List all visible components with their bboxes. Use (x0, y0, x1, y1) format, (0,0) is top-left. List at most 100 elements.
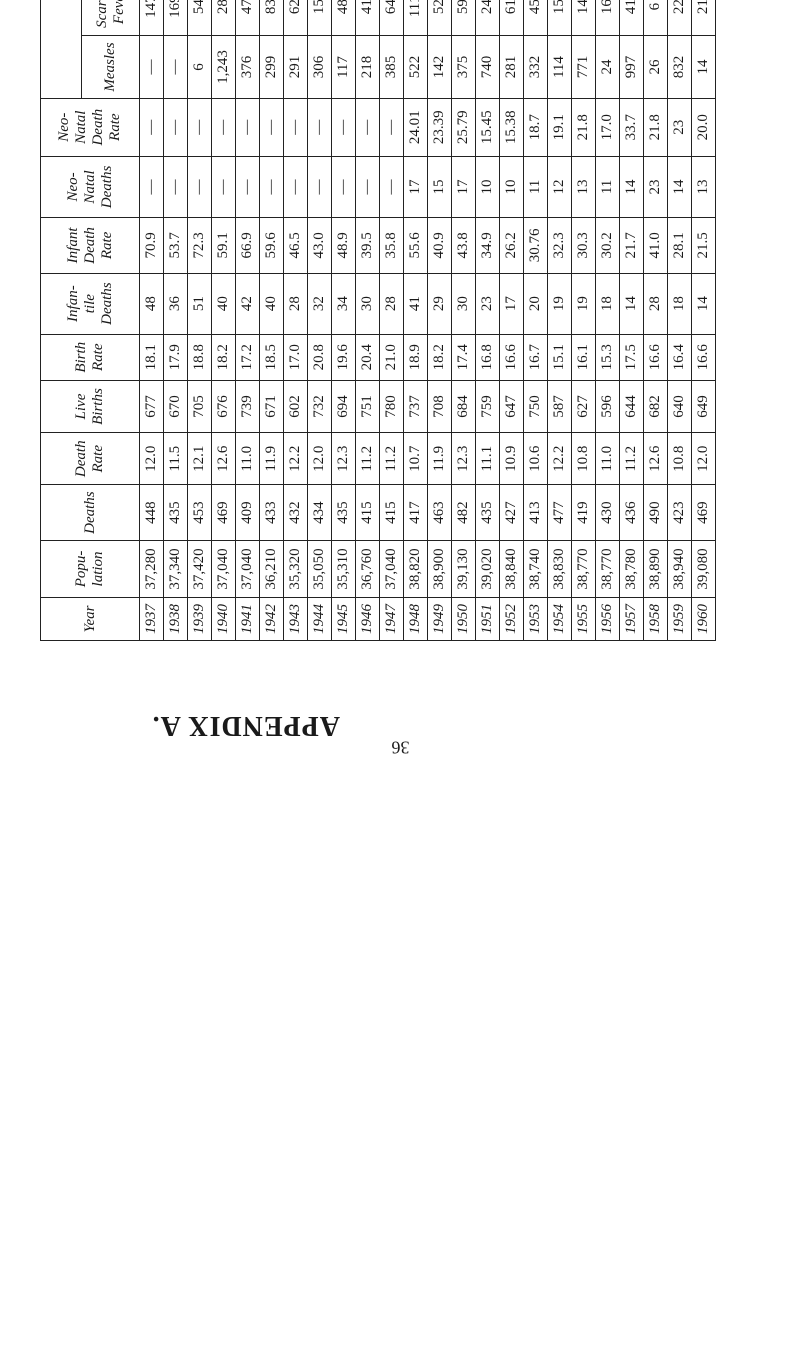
cell: 19 (572, 273, 596, 334)
col-population: Popu- lation (41, 540, 140, 597)
cell: 53.7 (164, 218, 188, 274)
cell: 19.6 (332, 334, 356, 380)
cell: 1938 (164, 598, 188, 641)
cell: 490 (644, 485, 668, 541)
cell: 13 (692, 156, 716, 217)
cell: 694 (332, 380, 356, 432)
cell: 1954 (548, 598, 572, 641)
col-death-rate: Death Rate (41, 433, 140, 485)
cell: 17.2 (236, 334, 260, 380)
cell: 482 (452, 485, 476, 541)
cell: 291 (284, 36, 308, 98)
cell: 11.5 (164, 433, 188, 485)
cell: 41 (356, 0, 380, 36)
cell: 33.7 (620, 98, 644, 156)
cell: 30.76 (524, 218, 548, 274)
cell: 14 (692, 273, 716, 334)
cell: 415 (356, 485, 380, 541)
cell: 51 (188, 273, 212, 334)
cell: 30 (356, 273, 380, 334)
cell: 1946 (356, 598, 380, 641)
cell: 596 (596, 380, 620, 432)
cell: — (164, 98, 188, 156)
cell: 16.6 (692, 334, 716, 380)
cell: 11.2 (356, 433, 380, 485)
cell: 832 (668, 36, 692, 98)
cell: 299 (260, 36, 284, 98)
cell: 17.0 (596, 98, 620, 156)
cell: 38,770 (572, 540, 596, 597)
cell: 62 (284, 0, 308, 36)
cell: 11.9 (260, 433, 284, 485)
cell: 6 (644, 0, 668, 36)
cell: 39,130 (452, 540, 476, 597)
cell: 453 (188, 485, 212, 541)
cell: 14 (620, 156, 644, 217)
table-row: 194737,04041511.278021.02835.8——38564291… (380, 0, 404, 641)
cell: 48 (140, 273, 164, 334)
table-row: 194636,76041511.275120.43039.5——21841108… (356, 0, 380, 641)
cell: 16.4 (668, 334, 692, 380)
cell: — (140, 98, 164, 156)
cell: 18.2 (212, 334, 236, 380)
cell: 376 (236, 36, 260, 98)
cell: 21.7 (620, 218, 644, 274)
table-row: 193937,42045312.170518.85172.3——6543473—… (188, 0, 212, 641)
cell: 23.39 (428, 98, 452, 156)
cell: — (188, 156, 212, 217)
col-live-births: Live Births (41, 380, 140, 432)
table-row: 194037,04046912.667618.24059.1——1,243281… (212, 0, 236, 641)
cell: 21.0 (380, 334, 404, 380)
cell: 35,310 (332, 540, 356, 597)
cell: 55.6 (404, 218, 428, 274)
cell: 17.4 (452, 334, 476, 380)
cell: 18.1 (140, 334, 164, 380)
cell: 11 (596, 156, 620, 217)
cell: 10.9 (500, 433, 524, 485)
cell: 16.7 (524, 334, 548, 380)
cell: 35,050 (308, 540, 332, 597)
cell: 684 (452, 380, 476, 432)
col-deaths: Deaths (41, 485, 140, 541)
cell: 434 (308, 485, 332, 541)
cell: 1952 (500, 598, 524, 641)
cell: 602 (284, 380, 308, 432)
table-row: 194535,31043512.369419.63448.9——11748111… (332, 0, 356, 641)
cell: 59 (452, 0, 476, 36)
cell: 771 (572, 36, 596, 98)
cell: 671 (260, 380, 284, 432)
cell: 306 (308, 36, 332, 98)
cell: 70.9 (140, 218, 164, 274)
cell: 11.1 (476, 433, 500, 485)
cell: 522 (404, 36, 428, 98)
cell: 6 (188, 36, 212, 98)
cell: 29 (428, 273, 452, 334)
table-row: 194938,90046311.970818.22940.91523.39142… (428, 0, 452, 641)
cell: 430 (596, 485, 620, 541)
cell: 16.6 (644, 334, 668, 380)
cell: 26 (644, 36, 668, 98)
cell: 64 (380, 0, 404, 36)
cell: 15 (428, 156, 452, 217)
cell: 16 (596, 0, 620, 36)
cell: 11.0 (236, 433, 260, 485)
cell: 385 (380, 36, 404, 98)
cell: 1941 (236, 598, 260, 641)
cell: 780 (380, 380, 404, 432)
cell: — (308, 98, 332, 156)
cell: 14 (668, 156, 692, 217)
cell: 14 (620, 273, 644, 334)
cell: 419 (572, 485, 596, 541)
cell: 38,900 (428, 540, 452, 597)
table-row: 195338,74041310.675016.72030.761118.7332… (524, 0, 548, 641)
cell: 35.8 (380, 218, 404, 274)
cell: 30.2 (596, 218, 620, 274)
cell: 750 (524, 380, 548, 432)
table-row: 195738,78043611.264417.51421.71433.79974… (620, 0, 644, 641)
cell: 39,020 (476, 540, 500, 597)
col-infant-death-rate: Infant Death Rate (41, 218, 140, 274)
cell: 21.5 (692, 218, 716, 274)
cell: 12.6 (644, 433, 668, 485)
table-row: 195938,94042310.864016.41828.11423832221… (668, 0, 692, 641)
cell: 751 (356, 380, 380, 432)
